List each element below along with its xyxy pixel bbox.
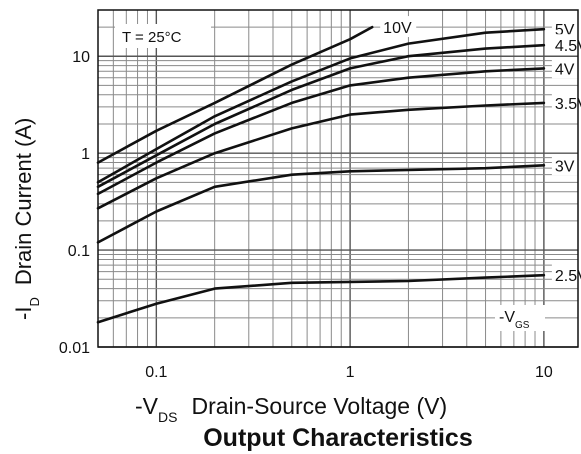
series-label: 10V bbox=[383, 20, 412, 37]
series-label-bg bbox=[380, 16, 417, 38]
series-label-bg bbox=[551, 34, 581, 56]
plot-frame bbox=[97, 9, 579, 348]
series-line bbox=[96, 27, 546, 184]
series-line bbox=[96, 273, 546, 324]
series-line bbox=[96, 43, 546, 189]
series-label-bg bbox=[551, 91, 581, 113]
vgs-legend-box bbox=[495, 305, 545, 331]
series-label-bg bbox=[551, 57, 578, 79]
x-tick-label: 0.1 bbox=[145, 364, 167, 381]
series-label: 4V bbox=[555, 61, 575, 78]
vgs-legend-title: -VGS bbox=[495, 305, 545, 331]
y-tick-label: 1 bbox=[81, 146, 90, 163]
series-label: 2.5V bbox=[555, 268, 581, 285]
x-tick-label: 1 bbox=[346, 364, 355, 381]
annotation-box bbox=[115, 24, 211, 48]
y-axis-label: -IDDrain Current (A) bbox=[11, 118, 42, 320]
series-label: 4.5V bbox=[555, 38, 581, 55]
series-line bbox=[96, 25, 374, 164]
tick-labels: 0.1 1 10 0.01 0.1 1 10 bbox=[59, 49, 553, 381]
temperature-annotation-text: T = 25°C bbox=[122, 29, 182, 46]
series-line bbox=[96, 164, 546, 244]
chart-title: Output Characteristics bbox=[203, 424, 473, 452]
temperature-annotation: T = 25°C bbox=[115, 24, 211, 48]
series-label-bg bbox=[551, 154, 578, 176]
series-line bbox=[96, 67, 546, 196]
x-axis-label: -VDS Drain-Source Voltage (V) bbox=[135, 393, 447, 425]
x-tick-label: 10 bbox=[535, 364, 553, 381]
y-tick-label: 10 bbox=[72, 49, 90, 66]
y-tick-label: 0.1 bbox=[68, 243, 90, 260]
vgs-legend-title-text: -VGS bbox=[499, 309, 530, 331]
series-label: 3V bbox=[555, 158, 575, 175]
series-label-bg bbox=[551, 264, 581, 286]
series-line bbox=[96, 101, 546, 210]
series-label: 3.5V bbox=[555, 96, 581, 113]
y-tick-label: 0.01 bbox=[59, 340, 90, 357]
series-label-bg bbox=[551, 18, 578, 40]
